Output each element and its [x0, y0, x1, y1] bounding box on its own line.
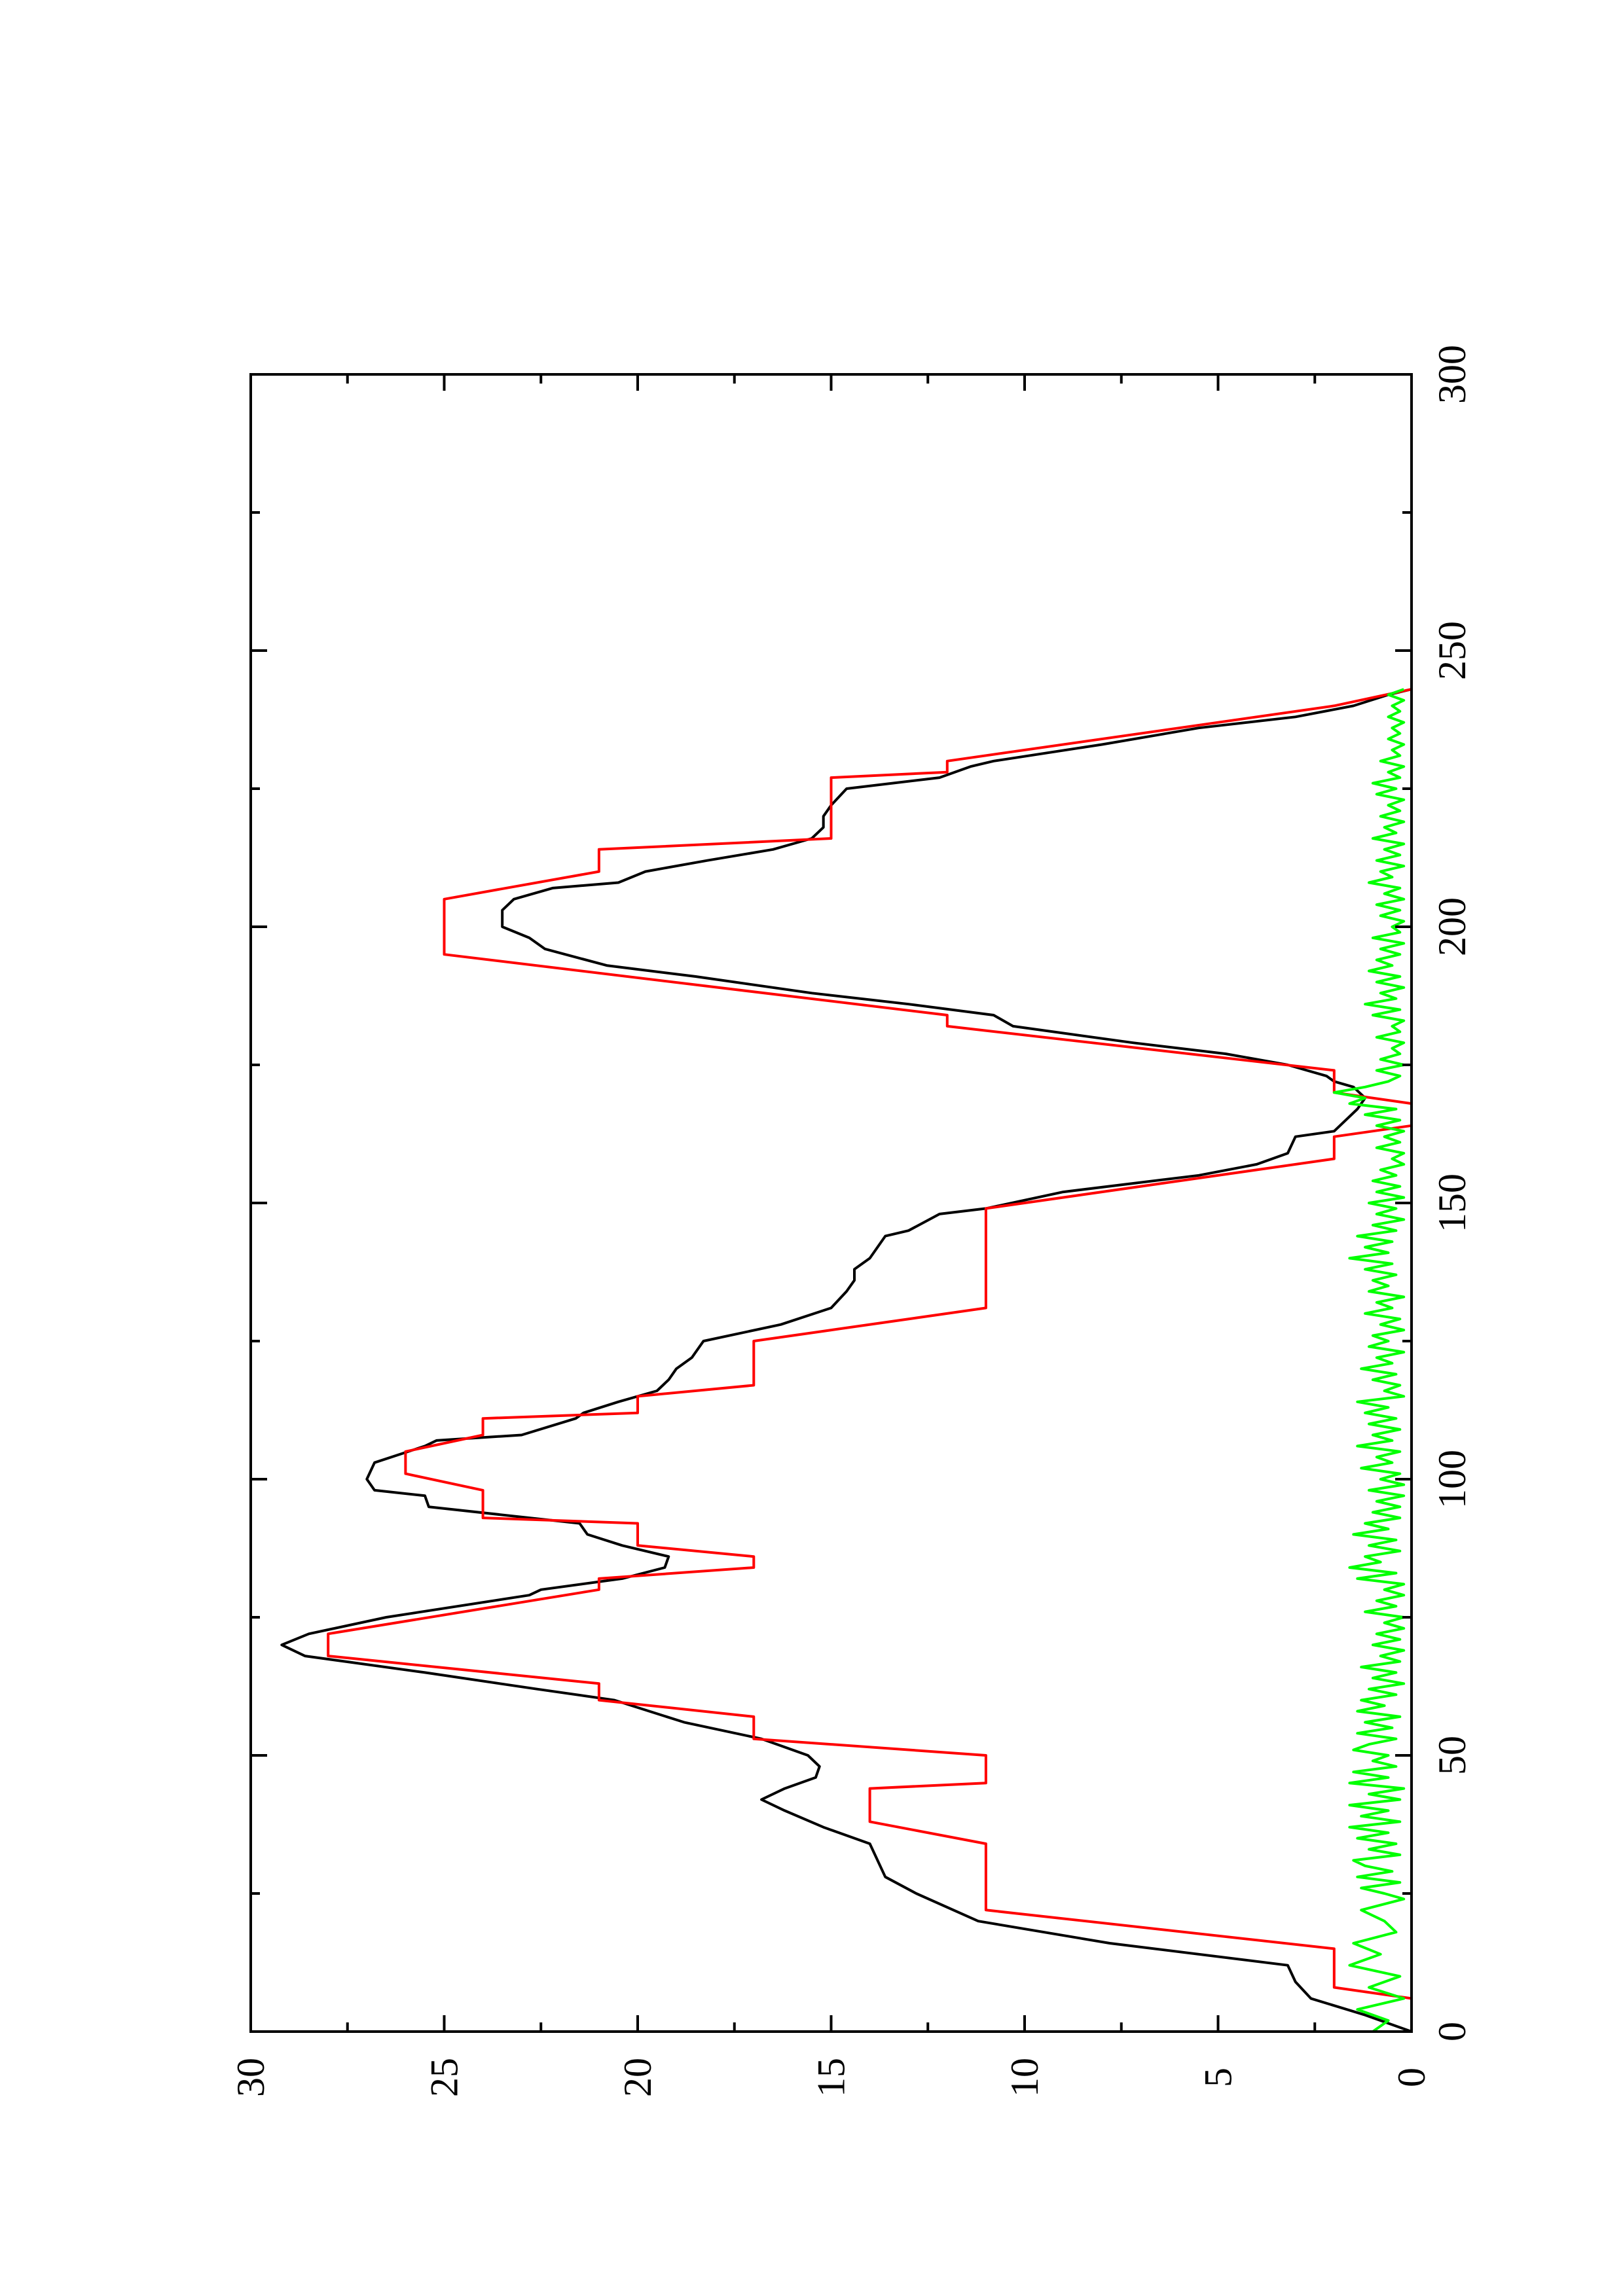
x-tick-label: 50	[1431, 1736, 1474, 1775]
series-line-3	[1332, 688, 1406, 2033]
x-tick-label: 250	[1431, 621, 1474, 680]
x-tick-label: 100	[1431, 1450, 1474, 1509]
y-tick-label: 5	[1197, 2068, 1240, 2087]
y-tick-label: 30	[229, 2058, 272, 2097]
x-tick-label: 150	[1431, 1174, 1474, 1232]
y-tick-label: 20	[616, 2058, 659, 2097]
x-tick-label: 200	[1431, 897, 1474, 956]
y-tick-label-layer: 0 5 10 15 20 25 30	[229, 2058, 1433, 2097]
y-tick-label: 10	[1003, 2058, 1046, 2097]
y-tick-label: 0	[1390, 2068, 1433, 2087]
y-tick-label: 25	[423, 2058, 466, 2097]
x-tick-label-layer: 0 50 100 150 200 250 300	[1431, 345, 1474, 2041]
series-line-2	[327, 688, 1413, 2000]
series-layer	[280, 688, 1413, 2033]
y-tick-label: 15	[810, 2058, 853, 2097]
series-line-1	[280, 688, 1412, 2033]
x-tick-label: 0	[1431, 2022, 1474, 2041]
x-tick-label: 300	[1431, 345, 1474, 404]
tick-layer	[249, 373, 1413, 2033]
